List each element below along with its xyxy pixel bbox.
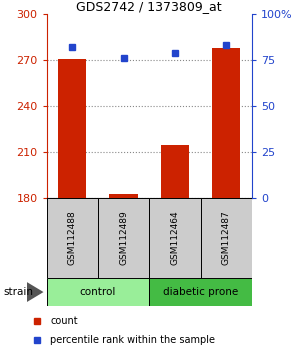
Polygon shape: [27, 282, 44, 302]
Bar: [46, 278, 149, 306]
Bar: [58, 59, 86, 198]
Text: GSM112487: GSM112487: [222, 211, 231, 266]
Text: percentile rank within the sample: percentile rank within the sample: [50, 335, 215, 345]
Text: control: control: [80, 287, 116, 297]
Text: diabetic prone: diabetic prone: [163, 287, 238, 297]
Bar: [161, 144, 189, 198]
Title: GDS2742 / 1373809_at: GDS2742 / 1373809_at: [76, 0, 222, 13]
Bar: [201, 198, 252, 278]
Bar: [110, 194, 138, 198]
Text: GSM112464: GSM112464: [170, 211, 179, 266]
Bar: [46, 198, 98, 278]
Bar: [212, 48, 240, 198]
Bar: [98, 198, 149, 278]
Text: strain: strain: [3, 287, 33, 297]
Text: count: count: [50, 316, 78, 326]
Text: GSM112489: GSM112489: [119, 211, 128, 266]
Bar: [149, 278, 252, 306]
Bar: [149, 198, 201, 278]
Text: GSM112488: GSM112488: [68, 211, 77, 266]
